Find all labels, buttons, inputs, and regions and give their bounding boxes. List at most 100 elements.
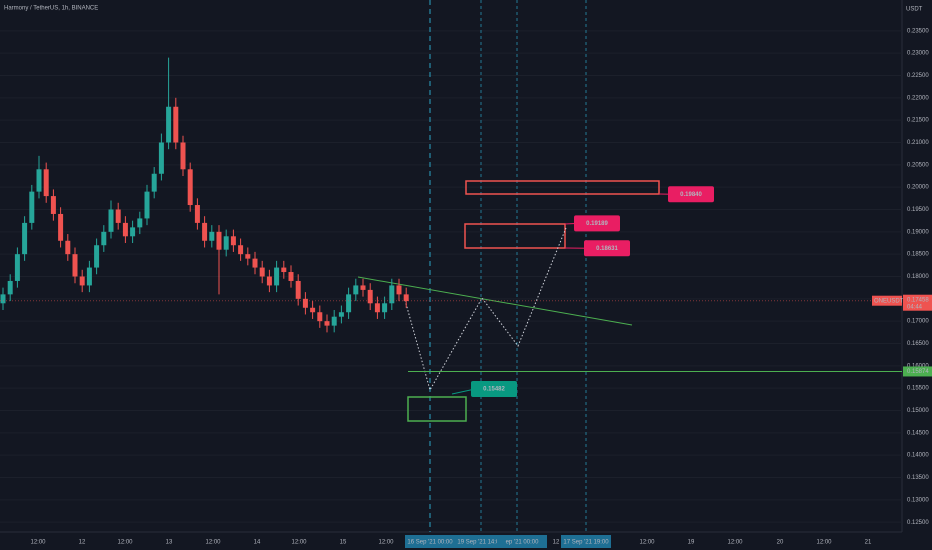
- currency-label: USDT: [906, 7, 923, 13]
- candle-body: [194, 205, 200, 223]
- y-tick-label: 0.23000: [907, 51, 929, 57]
- candle-body: [130, 227, 136, 237]
- candle-body: [115, 209, 121, 223]
- y-tick-label: 0.16000: [907, 363, 929, 369]
- candle-body: [108, 209, 114, 232]
- candle-body: [317, 312, 323, 322]
- candle-body: [396, 285, 402, 295]
- candle-body: [266, 276, 272, 286]
- x-tick-label: 20: [777, 540, 784, 546]
- candle-body: [86, 267, 92, 286]
- candle-body: [94, 245, 100, 268]
- target-tag: [471, 380, 517, 397]
- y-tick-label: 0.13500: [907, 475, 929, 481]
- candle-body: [274, 267, 280, 286]
- x-tick-label: 17 Sep '21 19:00: [563, 540, 609, 546]
- price-label: 0.17458: [907, 297, 929, 303]
- target-label: 0.15482: [483, 387, 505, 393]
- projection-path: [404, 227, 567, 392]
- candle-body: [122, 222, 128, 237]
- candle-body: [187, 169, 193, 206]
- candle-body: [22, 222, 28, 255]
- y-tick-label: 0.13000: [907, 497, 929, 503]
- candle-body: [151, 173, 157, 192]
- x-tick-label: 12:00: [639, 540, 655, 546]
- target-label: 0.19840: [680, 192, 702, 198]
- symbol-label: ONEUSDT: [874, 298, 904, 304]
- target-zone: [464, 223, 566, 249]
- candle-body: [389, 285, 395, 304]
- candle-body: [79, 276, 85, 286]
- candle-body: [144, 191, 150, 219]
- y-tick-label: 0.23500: [907, 28, 929, 34]
- y-tick-label: 0.15000: [907, 408, 929, 414]
- target-tag: [584, 240, 630, 257]
- candle-body: [29, 191, 35, 223]
- y-tick-label: 0.16500: [907, 341, 929, 347]
- candle-body: [216, 231, 222, 250]
- candle-body: [259, 267, 265, 277]
- candle-body: [353, 285, 359, 295]
- candle-body: [14, 254, 20, 281]
- target-tag: [574, 215, 620, 232]
- candle-body: [43, 169, 49, 197]
- time-marker-bg: [455, 535, 505, 548]
- x-tick-label: 12: [553, 540, 560, 546]
- target-label: 0.18631: [596, 246, 618, 252]
- y-tick-label: 0.20000: [907, 185, 929, 191]
- support-tag: [903, 366, 932, 377]
- candle-body: [360, 285, 366, 290]
- target-label: 0.19189: [586, 221, 608, 227]
- candle-body: [158, 142, 164, 174]
- candle-body: [230, 236, 236, 246]
- x-tick-label: 12:00: [117, 540, 133, 546]
- candle-body: [288, 272, 294, 281]
- x-tick-label: 19: [688, 540, 695, 546]
- candle-body: [58, 213, 64, 241]
- candle-body: [238, 245, 244, 255]
- y-tick-label: 0.14500: [907, 430, 929, 436]
- x-tick-label: 12:00: [205, 540, 221, 546]
- candle-body: [295, 280, 301, 299]
- y-tick-label: 0.12500: [907, 520, 929, 526]
- x-tick-label: 14: [254, 540, 261, 546]
- y-tick-label: 0.18500: [907, 252, 929, 258]
- y-tick-label: 0.20500: [907, 162, 929, 168]
- candle-body: [346, 294, 352, 313]
- candle-body: [72, 254, 78, 277]
- y-tick-label: 0.17000: [907, 319, 929, 325]
- candle-body: [223, 236, 229, 250]
- x-tick-label: 15: [340, 540, 347, 546]
- support-label: 0.15874: [907, 369, 929, 375]
- candle-body: [338, 312, 344, 317]
- price-tag: [903, 294, 932, 311]
- x-tick-label: 12:00: [816, 540, 832, 546]
- time-marker-bg: [561, 535, 611, 548]
- annotations: [357, 0, 660, 532]
- entry-zone: [407, 396, 467, 422]
- candle-body: [310, 307, 316, 313]
- x-tick-label: 12:00: [727, 540, 743, 546]
- y-tick-label: 0.22000: [907, 95, 929, 101]
- x-tick-label: 12:00: [30, 540, 46, 546]
- candle-body: [0, 294, 6, 304]
- candle-body: [166, 106, 172, 143]
- candle-body: [50, 196, 56, 214]
- target-tag: [668, 186, 714, 203]
- candle-body: [403, 294, 409, 302]
- candle-body: [245, 254, 251, 259]
- countdown-label: 04:44: [907, 304, 923, 310]
- candle-body: [281, 267, 287, 273]
- x-tick-label: 12: [79, 540, 86, 546]
- y-tick-label: 0.15500: [907, 386, 929, 392]
- candle-body: [36, 169, 42, 192]
- candle-body: [7, 280, 13, 295]
- candle-body: [180, 142, 186, 170]
- x-tick-label: 12:00: [291, 540, 307, 546]
- x-tick-label: 21: [865, 540, 872, 546]
- candle-body: [382, 303, 388, 313]
- candle-body: [367, 289, 373, 304]
- x-tick-label: 12:00: [378, 540, 394, 546]
